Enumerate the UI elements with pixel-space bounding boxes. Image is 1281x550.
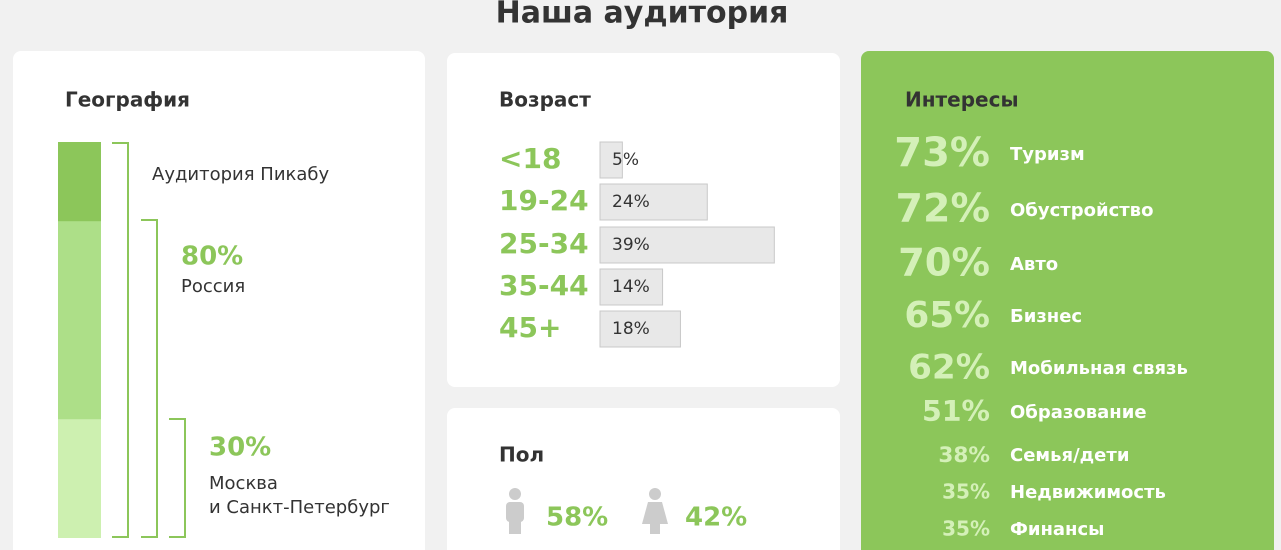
geo-label: Москва (209, 473, 278, 494)
age-value: 5% (612, 150, 639, 170)
card-title: Интересы (905, 88, 1019, 112)
gender-value: 42% (685, 503, 747, 533)
interest-label: Финансы (1010, 519, 1104, 540)
bracket (112, 142, 129, 538)
card-title: Возраст (499, 88, 591, 112)
age-label: <18 (499, 142, 561, 175)
interest-value: 72% (896, 186, 990, 232)
interest-label: Бизнес (1010, 306, 1082, 327)
interest-label: Семья/дети (1010, 445, 1129, 466)
female-icon (642, 488, 668, 534)
male-icon (506, 488, 524, 534)
geo-value: 80% (181, 242, 243, 272)
interest-value: 65% (904, 295, 990, 336)
age-bar (599, 268, 664, 306)
age-label: 19-24 (499, 184, 589, 217)
interest-label: Образование (1010, 402, 1147, 423)
interest-label: Туризм (1010, 144, 1085, 165)
age-label: 25-34 (499, 227, 589, 260)
geo-label: Аудитория Пикабу (152, 164, 330, 185)
interest-label: Недвижимость (1010, 482, 1166, 503)
interest-value: 70% (898, 241, 990, 286)
interest-label: Мобильная связь (1010, 358, 1188, 379)
age-bar (599, 226, 775, 264)
gender-card (447, 408, 840, 550)
age-value: 14% (612, 277, 650, 297)
age-label: 35-44 (499, 269, 589, 302)
age-value: 18% (612, 319, 650, 339)
card-title: Пол (499, 443, 544, 467)
geo-label: Россия (181, 276, 245, 297)
page-title: Наша аудитория (496, 0, 789, 31)
geography-card (13, 51, 425, 550)
interest-value: 51% (922, 395, 990, 428)
bracket (141, 219, 158, 538)
interest-label: Авто (1010, 254, 1058, 275)
age-value: 39% (612, 235, 650, 255)
interest-label: Обустройство (1010, 200, 1153, 221)
interests-card (861, 51, 1274, 550)
interest-value: 73% (894, 130, 990, 176)
gender-value: 58% (546, 503, 608, 533)
age-bar (599, 183, 708, 221)
interest-value: 62% (908, 348, 990, 388)
age-label: 45+ (499, 311, 561, 344)
interest-value: 38% (938, 443, 990, 468)
age-bar (599, 310, 681, 348)
interest-value: 35% (942, 517, 990, 541)
interest-value: 35% (942, 480, 990, 504)
geo-label: и Санкт-Петербург (209, 497, 390, 518)
age-value: 24% (612, 192, 650, 212)
bracket (169, 418, 186, 538)
age-bar (599, 141, 623, 179)
geo-bar (58, 419, 101, 538)
geo-value: 30% (209, 433, 271, 463)
card-title: География (65, 88, 190, 112)
